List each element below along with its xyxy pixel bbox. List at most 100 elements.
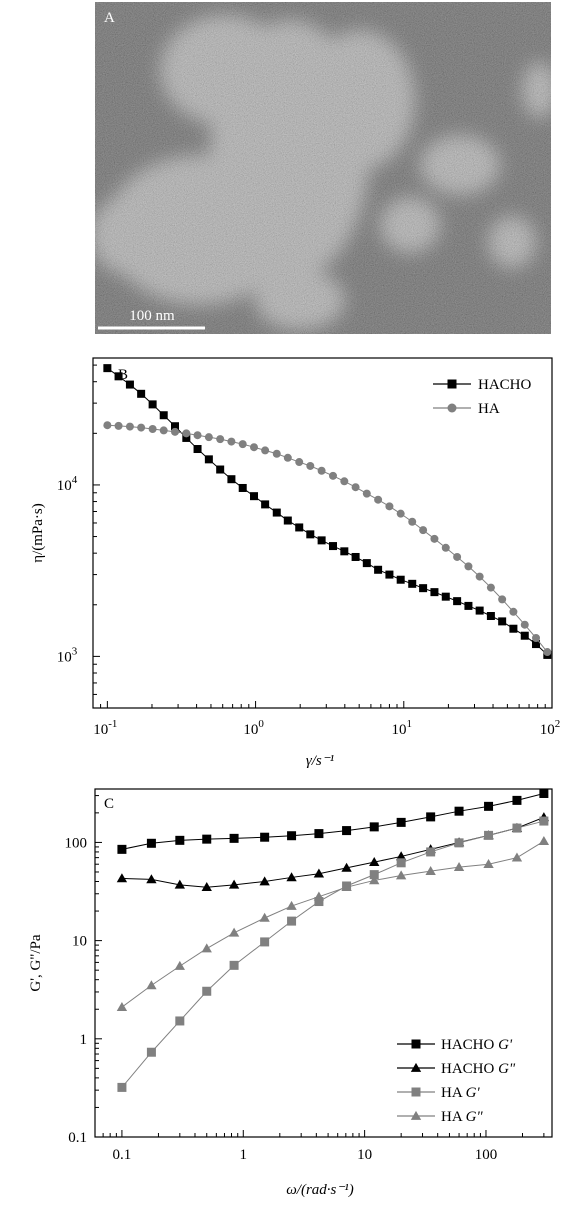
- b-data-point: [520, 631, 529, 640]
- c-data-point: [342, 826, 352, 836]
- b-data-point: [250, 443, 259, 452]
- c-series-line: [121, 820, 545, 1088]
- b-data-point: [396, 509, 405, 518]
- c-data-point: [396, 858, 406, 868]
- c-data-point: [146, 838, 156, 848]
- c-y-tick-label: 10: [72, 934, 87, 950]
- b-y-tick-label: 103: [57, 645, 78, 665]
- scale-bar-label: 100 nm: [129, 308, 175, 324]
- c-y-tick-label: 100: [65, 835, 88, 851]
- b-data-point: [362, 489, 371, 498]
- b-data-point: [193, 445, 202, 454]
- b-data-point: [103, 421, 112, 430]
- b-data-point: [171, 422, 180, 431]
- chart-b-legend: HACHO HA: [433, 377, 532, 417]
- chart-b-ylabel: η/(mPa·s): [30, 503, 46, 563]
- c-data-point: [117, 844, 127, 854]
- b-data-point: [114, 372, 123, 381]
- b-data-point: [385, 570, 394, 579]
- b-x-tick-label: 10-1: [93, 718, 117, 738]
- c-data-point: [453, 861, 465, 871]
- c-legend-label: HA G': [441, 1085, 480, 1101]
- b-data-point: [171, 427, 180, 436]
- chart-c-ticks: 0.1 1 10 100 0.1 1 10 100: [65, 795, 545, 1163]
- c-data-point: [454, 838, 464, 848]
- b-data-point: [137, 389, 146, 398]
- c-x-tick-label: 0.1: [113, 1147, 132, 1163]
- b-data-point: [283, 516, 292, 525]
- c-data-point: [454, 806, 464, 816]
- tem-micrograph-panel: A 100 nm: [95, 2, 551, 334]
- b-data-point: [114, 421, 123, 430]
- c-data-point: [202, 834, 212, 844]
- c-data-point: [341, 882, 352, 892]
- b-data-point: [543, 648, 552, 657]
- c-data-point: [396, 817, 406, 827]
- c-data-point: [314, 897, 324, 907]
- b-data-point: [238, 483, 247, 492]
- c-data-point: [260, 832, 270, 842]
- b-data-point: [464, 601, 473, 610]
- c-data-point: [369, 870, 379, 880]
- b-data-point: [509, 624, 518, 633]
- b-data-point: [272, 508, 281, 517]
- b-data-point: [283, 453, 292, 462]
- b-data-point: [193, 431, 202, 440]
- b-data-point: [329, 471, 338, 480]
- b-data-point: [430, 534, 439, 543]
- c-data-point: [395, 851, 407, 861]
- c-data-point: [511, 852, 523, 862]
- b-data-point: [182, 429, 191, 438]
- c-data-point: [313, 868, 325, 878]
- b-data-point: [509, 607, 518, 616]
- b-data-point: [137, 423, 146, 432]
- c-series-line: [121, 816, 545, 888]
- c-data-point: [426, 847, 436, 857]
- c-data-point: [395, 870, 407, 880]
- b-data-point: [227, 475, 236, 484]
- b-legend-label: HACHO: [478, 377, 532, 393]
- c-data-point: [229, 960, 239, 970]
- b-data-point: [103, 364, 112, 373]
- chart-c-legend: HACHO G' HACHO G" HA G' HA G": [397, 1037, 516, 1125]
- b-data-point: [532, 634, 541, 643]
- c-data-point: [484, 801, 494, 811]
- b-data-point: [306, 461, 315, 470]
- b-data-point: [317, 466, 326, 475]
- c-data-point: [146, 874, 157, 884]
- b-data-point: [204, 433, 213, 442]
- c-data-point: [117, 1082, 127, 1092]
- c-data-point: [286, 872, 297, 882]
- b-data-point: [385, 502, 394, 511]
- b-data-point: [272, 449, 281, 458]
- c-y-tick-label: 1: [80, 1032, 88, 1048]
- b-data-point: [306, 530, 315, 539]
- c-data-point: [286, 900, 297, 910]
- b-data-point: [351, 483, 360, 492]
- b-data-point: [430, 588, 439, 597]
- c-data-point: [116, 873, 128, 883]
- c-data-point: [313, 891, 325, 901]
- c-data-point: [426, 812, 436, 822]
- b-data-point: [532, 640, 541, 649]
- c-data-point: [512, 795, 522, 805]
- c-legend-label: HACHO G": [441, 1061, 516, 1077]
- c-data-point: [201, 882, 212, 892]
- c-legend-marker: [411, 1087, 421, 1097]
- b-data-point: [261, 446, 270, 455]
- b-data-point: [159, 411, 168, 420]
- b-data-point: [148, 400, 157, 409]
- b-legend-marker: [447, 379, 457, 389]
- chart-b-xlabel: γ/s⁻¹: [306, 753, 335, 769]
- chart-c-xlabel: ω/(rad·s⁻¹): [286, 1182, 354, 1198]
- c-x-tick-label: 100: [475, 1147, 498, 1163]
- b-data-point: [238, 440, 247, 449]
- b-data-point: [498, 595, 507, 604]
- c-data-point: [314, 829, 324, 839]
- c-data-point: [539, 816, 549, 826]
- b-data-point: [475, 606, 484, 615]
- c-data-point: [229, 833, 239, 843]
- c-legend-marker: [411, 1039, 421, 1049]
- c-data-point: [260, 937, 270, 947]
- chart-b-panel-label: B: [118, 367, 128, 383]
